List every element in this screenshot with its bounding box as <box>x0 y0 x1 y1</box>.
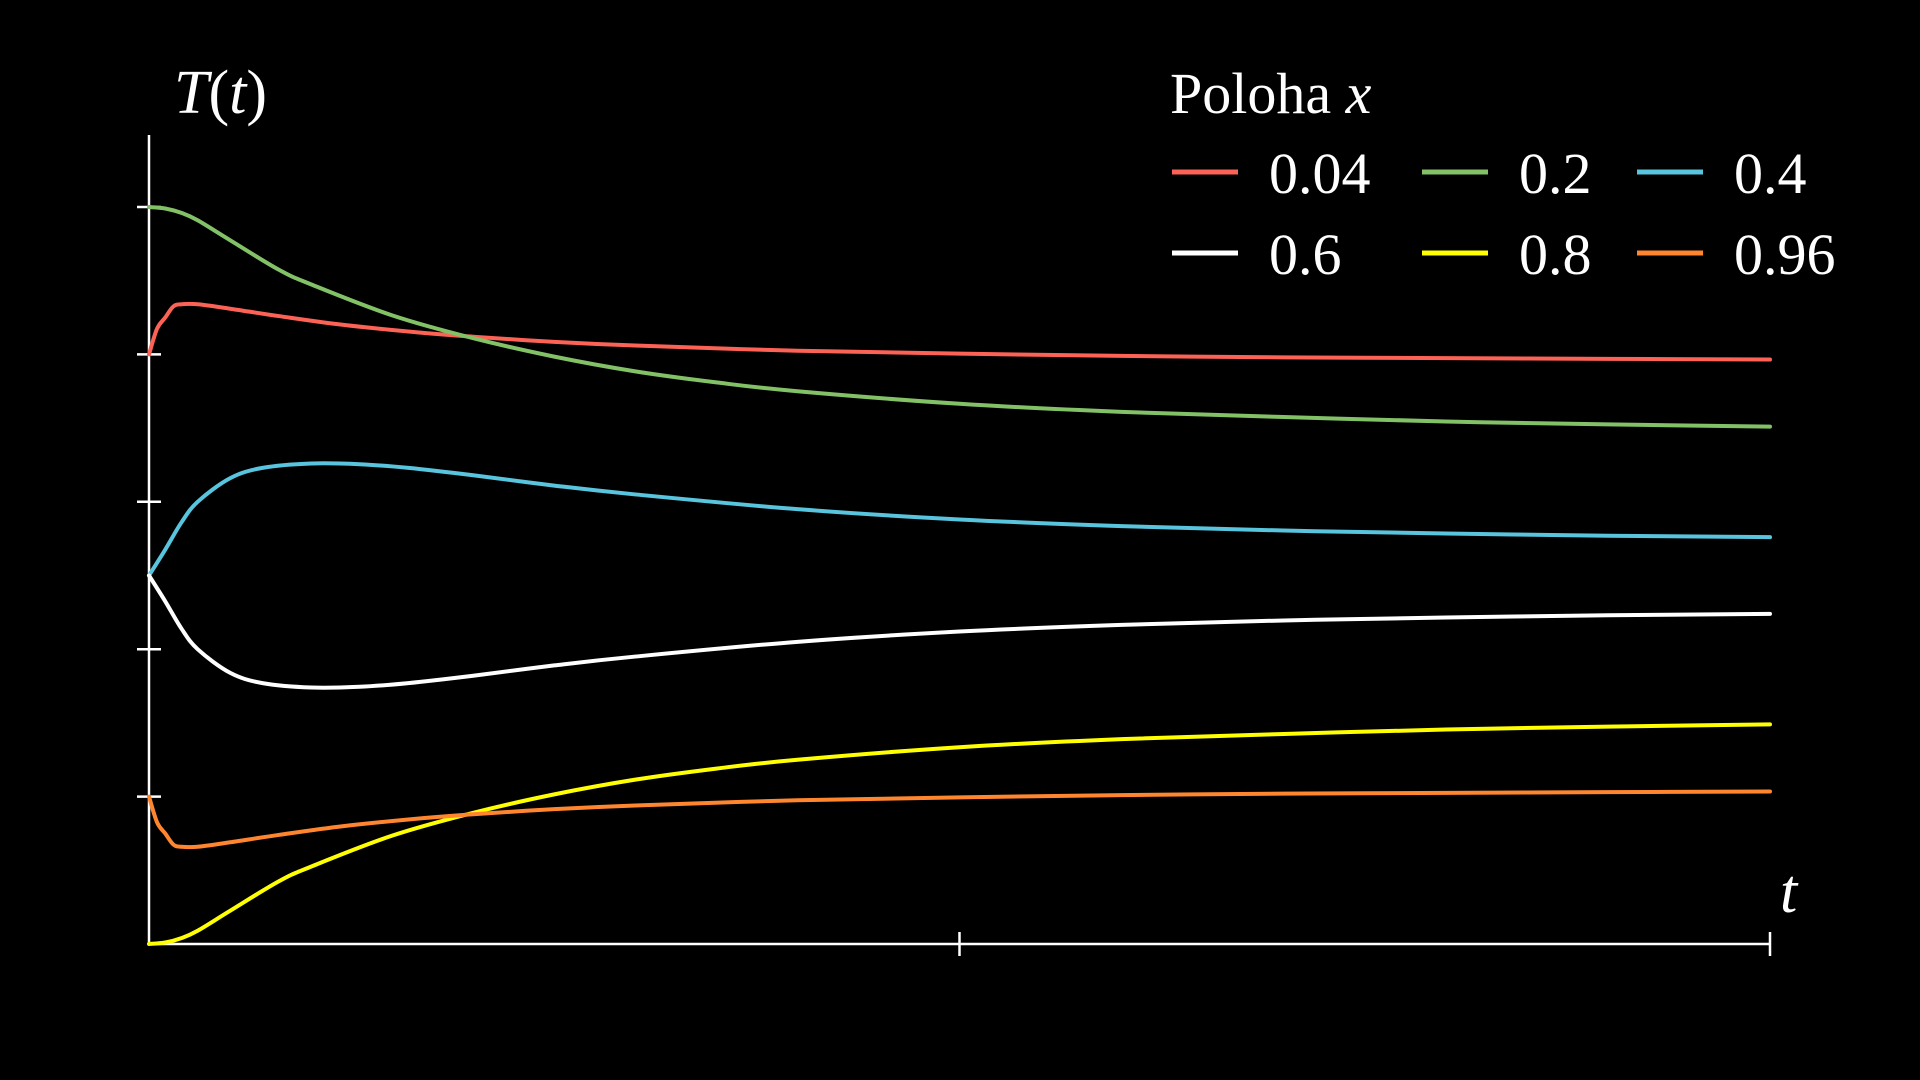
legend-title: Poloha x <box>1170 61 1372 126</box>
legend-item-0-2: 0.2 <box>1422 141 1592 206</box>
legend-label: 0.2 <box>1519 141 1592 206</box>
legend-label: 0.96 <box>1734 222 1836 287</box>
legend-label: 0.8 <box>1519 222 1592 287</box>
series-line-0-8 <box>147 722 1772 946</box>
legend-title-prefix: Poloha <box>1170 61 1346 126</box>
series-layer <box>147 205 1772 946</box>
legend-label: 0.4 <box>1734 141 1807 206</box>
series-line-0-04 <box>147 301 1772 362</box>
legend-item-0-6: 0.6 <box>1172 222 1342 287</box>
legend-item-0-4: 0.4 <box>1637 141 1807 206</box>
legend: Poloha x 0.04 0.2 0.4 0.6 0.8 0.96 <box>1170 61 1836 287</box>
series-line-0-4 <box>147 461 1772 578</box>
x-axis-label: t <box>1780 858 1799 926</box>
legend-item-0-04: 0.04 <box>1172 141 1371 206</box>
x-ticks <box>958 932 1772 956</box>
legend-label: 0.6 <box>1269 222 1342 287</box>
legend-item-0-96: 0.96 <box>1637 222 1836 287</box>
legend-items: 0.04 0.2 0.4 0.6 0.8 0.96 <box>1172 141 1836 287</box>
legend-item-0-8: 0.8 <box>1422 222 1592 287</box>
series-line-0-96 <box>147 789 1772 850</box>
series-line-0-2 <box>147 205 1772 429</box>
legend-title-var: x <box>1345 61 1372 126</box>
series-line-0-6 <box>147 573 1772 690</box>
legend-label: 0.04 <box>1269 141 1371 206</box>
y-axis-label: T(t) <box>174 59 267 127</box>
